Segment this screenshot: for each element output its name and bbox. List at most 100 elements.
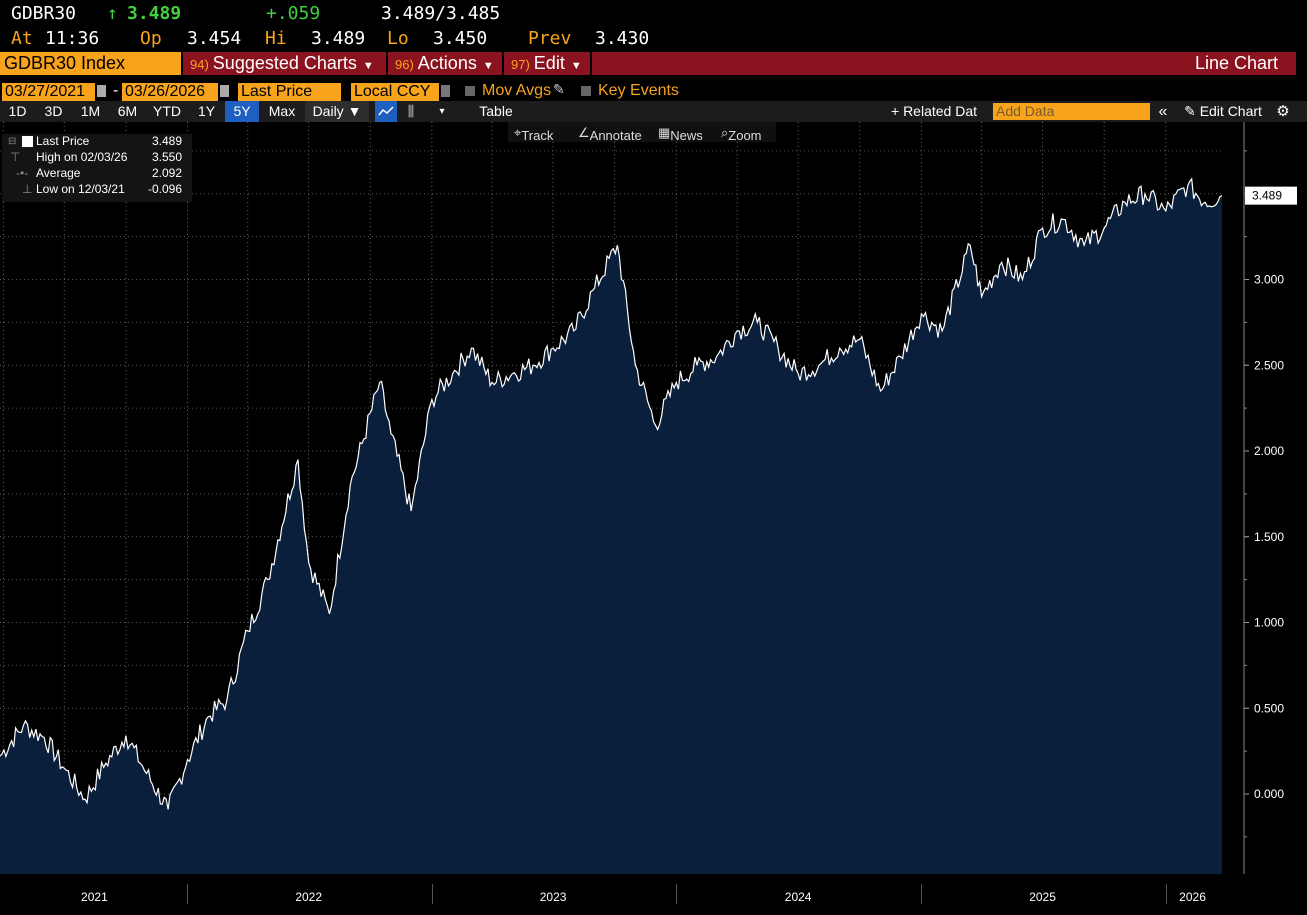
menu-label: Actions xyxy=(417,53,477,73)
y-tick-label: 1.000 xyxy=(1254,616,1284,630)
key-events-label[interactable]: Key Events xyxy=(598,82,679,99)
up-arrow-icon: ↑ xyxy=(107,3,118,24)
start-date-input[interactable]: 03/27/2021 xyxy=(2,83,95,101)
prev-label: Prev xyxy=(528,28,572,49)
x-tick-label: 2021 xyxy=(81,890,108,904)
add-data-input[interactable]: Add Data xyxy=(993,103,1150,120)
field-select[interactable]: Last Price xyxy=(238,83,341,101)
price-chart[interactable]: 0.000 0.500 1.000 1.500 2.000 2.500 3.000 3.489 xyxy=(0,122,1307,876)
period-6m-button[interactable]: 6M xyxy=(117,103,138,119)
legend-low-label: Low on 12/03/21 xyxy=(36,182,125,196)
menu-bar: GDBR30 Index 94) Suggested Charts ▼ 96) Act… xyxy=(0,52,1296,75)
menu-number: 97) xyxy=(511,57,530,72)
period-3d-button[interactable]: 3D xyxy=(44,103,63,119)
y-tick-label: 2.500 xyxy=(1254,358,1284,372)
y-tick-label: 1.500 xyxy=(1254,530,1284,544)
x-tick-mark xyxy=(921,884,923,904)
zoom-label: Zoom xyxy=(728,128,762,143)
last-price: 3.489 xyxy=(127,3,182,24)
zoom-button[interactable]: ⌕ Zoom xyxy=(721,125,762,143)
collapse-icon[interactable]: « xyxy=(1158,103,1168,120)
edit-chart-button[interactable]: ✎ Edit Chart xyxy=(1180,101,1266,122)
table-button[interactable]: Table xyxy=(479,103,513,119)
news-label: News xyxy=(670,128,703,143)
edit-button[interactable]: 97) Edit ▼ xyxy=(511,52,582,75)
x-tick-mark xyxy=(431,884,433,904)
y-tick-label: 0.000 xyxy=(1254,787,1284,801)
related-data-button[interactable]: + Related Dat xyxy=(891,103,977,119)
menu-number: 94) xyxy=(190,57,209,72)
track-button[interactable]: ⌖ Track xyxy=(514,125,554,143)
last-value-tag xyxy=(1245,186,1297,205)
x-axis: 2021 2022 2023 2024 2025 2026 xyxy=(0,876,1243,912)
quote-header: GDBR30 ↑ 3.489 +.059 3.489/3.485 xyxy=(0,2,1307,27)
gear-icon[interactable]: ⚙ xyxy=(1276,103,1290,120)
last-price-swatch xyxy=(22,136,33,147)
line-chart-icon[interactable] xyxy=(375,101,397,122)
period-toolbar: 1D 3D 1M 6M YTD 1Y 5Y Max Daily ▼ ⫼ ▾ Ta… xyxy=(0,101,1307,122)
y-tick-label: 0.500 xyxy=(1254,701,1284,715)
menu-label: Edit xyxy=(533,53,565,73)
divider xyxy=(502,52,504,75)
low-marker-icon: ⊥ xyxy=(22,182,33,196)
news-button[interactable]: ▦ News xyxy=(658,125,703,143)
divider xyxy=(386,52,388,75)
dropdown-icon[interactable] xyxy=(441,85,450,97)
period-max-button[interactable]: Max xyxy=(268,103,296,119)
pencil-icon[interactable]: ✎ xyxy=(553,81,565,97)
divider xyxy=(181,52,183,75)
legend-avg-label: Average xyxy=(36,166,81,180)
high-marker-icon: ⊤ xyxy=(10,150,21,164)
mov-avgs-label[interactable]: Mov Avgs xyxy=(482,82,552,99)
quote-stats: At 11:36 Op 3.454 Hi 3.489 Lo 3.450 Prev… xyxy=(0,27,1307,52)
legend-low-value: -0.096 xyxy=(148,182,183,196)
calendar-icon[interactable] xyxy=(220,85,229,97)
chart-type-caret-icon[interactable]: ▾ xyxy=(439,106,445,117)
period-1y-button[interactable]: 1Y xyxy=(197,103,216,119)
average-marker-icon: -•- xyxy=(16,166,29,180)
series-line xyxy=(0,177,1223,810)
key-events-checkbox[interactable] xyxy=(581,86,591,96)
menu-label: Suggested Charts xyxy=(212,53,357,73)
y-tick-label: 3.000 xyxy=(1254,273,1284,287)
annotate-button[interactable]: ∠ Annotate xyxy=(578,125,642,143)
bid-ask: 3.489/3.485 xyxy=(381,3,501,24)
frequency-select[interactable]: Daily ▼ xyxy=(305,101,369,122)
series-area xyxy=(0,178,1222,874)
track-label: Track xyxy=(521,128,554,143)
security-field[interactable]: GDBR30 Index xyxy=(0,52,181,75)
actions-button[interactable]: 96) Actions ▼ xyxy=(395,52,494,75)
divider xyxy=(590,52,592,75)
open-value: 3.454 xyxy=(187,28,242,49)
chart-subtools: ⌖ Track ∠ Annotate ▦ News ⌕ Zoom xyxy=(508,122,776,143)
caret-down-icon: ▼ xyxy=(570,60,582,72)
annotate-label: Annotate xyxy=(589,128,642,143)
currency-select[interactable]: Local CCY xyxy=(351,83,439,101)
date-dash: - xyxy=(113,82,119,99)
period-1m-button[interactable]: 1M xyxy=(80,103,101,119)
x-tick-mark xyxy=(676,884,678,904)
range-toolbar: 03/27/2021 - 03/26/2026 Last Price Local… xyxy=(0,80,1307,102)
legend-high-value: 3.550 xyxy=(152,150,183,164)
low-label: Lo xyxy=(387,28,409,49)
legend-last-label: Last Price xyxy=(36,134,90,148)
period-ytd-button[interactable]: YTD xyxy=(153,103,181,119)
mov-avgs-checkbox[interactable] xyxy=(465,86,475,96)
chart-legend: ⊟ Last Price 3.489 ⊤ High on 02/03/26 3.… xyxy=(2,134,192,202)
collapse-box-icon[interactable]: ⊟ xyxy=(8,136,17,147)
chart-type-title: Line Chart xyxy=(1195,53,1279,73)
suggested-charts-button[interactable]: 94) Suggested Charts ▼ xyxy=(190,52,374,75)
end-date-input[interactable]: 03/26/2026 xyxy=(122,83,218,101)
x-tick-mark xyxy=(187,884,189,904)
calendar-icon[interactable] xyxy=(97,85,106,97)
y-tick-label: 2.000 xyxy=(1254,444,1284,458)
bar-chart-icon[interactable]: ⫼ xyxy=(407,103,415,119)
x-tick-label: 2022 xyxy=(295,890,323,904)
menu-number: 96) xyxy=(395,57,414,72)
legend-last-value: 3.489 xyxy=(152,134,183,148)
period-1d-button[interactable]: 1D xyxy=(8,103,27,119)
prev-value: 3.430 xyxy=(595,28,650,49)
legend-high-label: High on 02/03/26 xyxy=(36,150,128,164)
x-tick-mark xyxy=(1165,884,1167,904)
period-5y-button[interactable]: 5Y xyxy=(225,101,259,122)
